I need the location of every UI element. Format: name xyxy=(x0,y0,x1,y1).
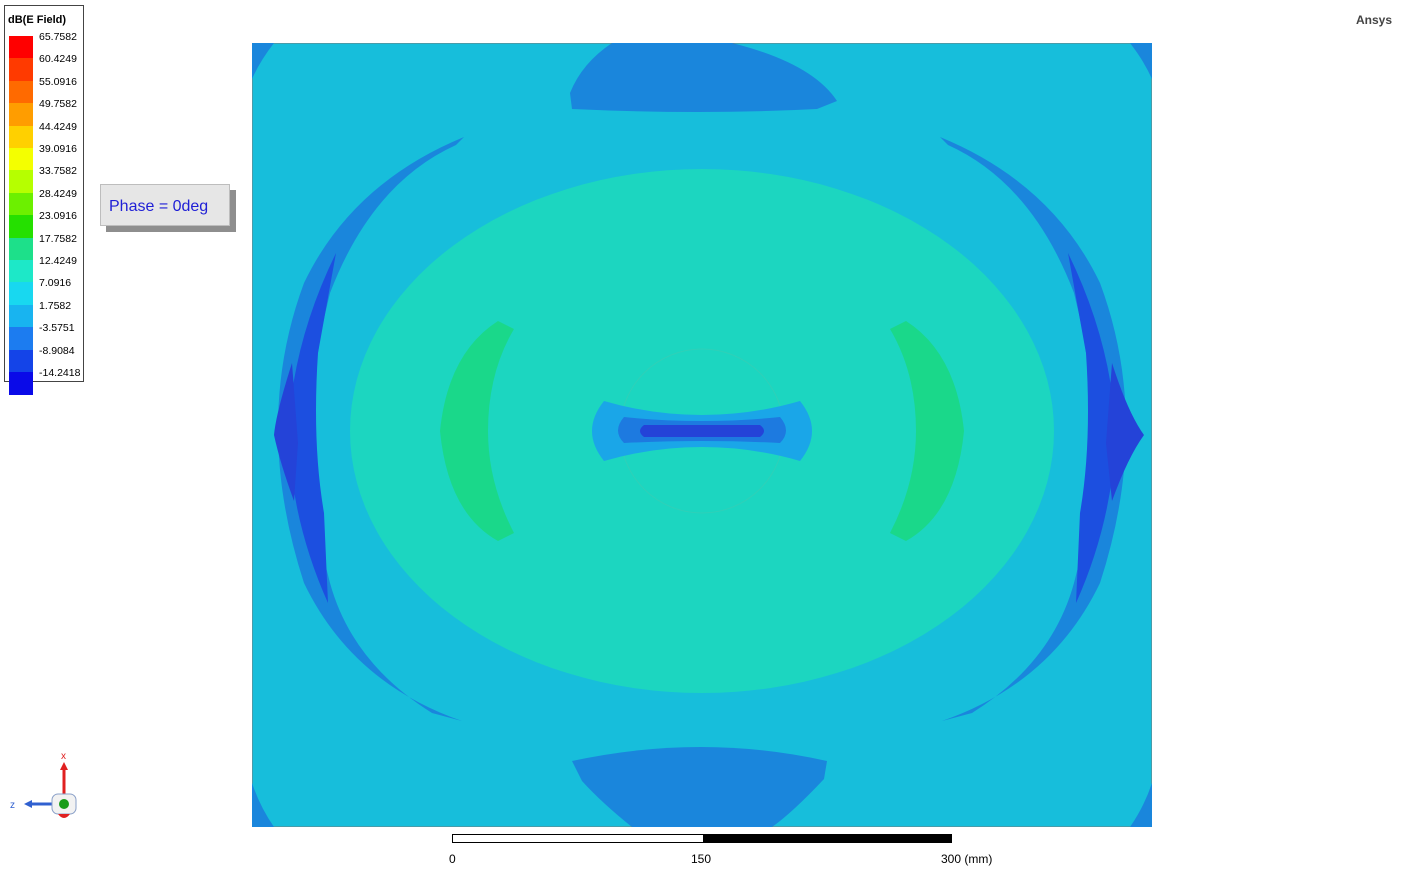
legend-swatch xyxy=(9,148,33,171)
scale-bar-black-segment xyxy=(703,835,952,842)
legend-swatch xyxy=(9,349,33,373)
legend-label: 60.4249 xyxy=(39,53,77,66)
legend-label: 28.4249 xyxy=(39,187,77,200)
corner-region-tr xyxy=(1130,43,1152,79)
left-band-inner xyxy=(288,253,336,603)
legend-label: -8.9084 xyxy=(39,344,75,357)
legend-label: 55.0916 xyxy=(39,75,77,88)
legend-swatch xyxy=(9,80,33,104)
left-band-core xyxy=(274,363,298,501)
legend-label: -3.5751 xyxy=(39,322,75,335)
legend-swatch xyxy=(9,282,33,306)
phase-text: Phase = 0deg xyxy=(109,198,209,215)
y-axis-dot xyxy=(59,799,69,809)
field-plot[interactable] xyxy=(252,43,1152,827)
legend-label: -14.2418 xyxy=(39,367,81,379)
phase-annotation[interactable]: Phase = 0deg xyxy=(100,184,230,226)
right-side-lobe xyxy=(890,321,964,541)
z-axis-label: z xyxy=(10,800,15,811)
left-side-lobe xyxy=(440,321,514,541)
legend-swatch xyxy=(9,304,33,328)
corner-region-br xyxy=(1130,783,1152,827)
legend-swatch xyxy=(9,215,33,239)
z-axis-arrow xyxy=(24,800,32,808)
x-axis-arrow xyxy=(60,762,68,770)
legend-swatch xyxy=(9,260,33,283)
legend-swatch xyxy=(9,103,33,127)
legend-label: 65.7582 xyxy=(39,31,77,43)
legend-label: 1.7582 xyxy=(39,299,72,312)
legend-swatch xyxy=(9,58,33,82)
right-band-inner xyxy=(1068,253,1116,603)
legend-swatch xyxy=(9,125,33,149)
scale-label-0: 0 xyxy=(449,852,456,866)
right-band-core xyxy=(1106,363,1144,501)
legend-label: 33.7582 xyxy=(39,165,77,178)
triad-bottom-cap xyxy=(58,814,70,818)
legend-swatch xyxy=(9,36,33,59)
legend-swatch xyxy=(9,170,33,194)
scale-bar xyxy=(452,834,952,843)
corner-region-tl xyxy=(252,43,274,79)
legend-label: 12.4249 xyxy=(39,255,77,267)
legend-swatch xyxy=(9,327,33,351)
axis-triad[interactable]: x z xyxy=(8,748,88,828)
corner-region-bl xyxy=(252,783,274,827)
color-legend: dB(E Field) 65.7582 60.4249 55.0916 49.7582… xyxy=(4,5,84,395)
legend-label: 44.4249 xyxy=(39,120,77,133)
x-axis-label: x xyxy=(61,751,66,762)
scale-label-150: 150 xyxy=(691,852,712,866)
legend-title: dB(E Field) xyxy=(8,14,67,26)
legend-label: 17.7582 xyxy=(39,232,77,245)
top-lobe xyxy=(570,43,837,112)
legend-swatch xyxy=(9,192,33,216)
brand-label: Ansys xyxy=(1356,13,1393,27)
legend-label: 39.0916 xyxy=(39,143,77,155)
legend-label: 49.7582 xyxy=(39,98,77,111)
source-field-inner xyxy=(640,425,764,437)
scale-label-300: 300 (mm) xyxy=(941,852,993,866)
legend-swatch xyxy=(9,237,33,261)
legend-label: 7.0916 xyxy=(39,277,72,290)
legend-swatch xyxy=(9,372,33,395)
bottom-lobe xyxy=(572,747,827,827)
legend-label: 23.0916 xyxy=(39,210,77,223)
